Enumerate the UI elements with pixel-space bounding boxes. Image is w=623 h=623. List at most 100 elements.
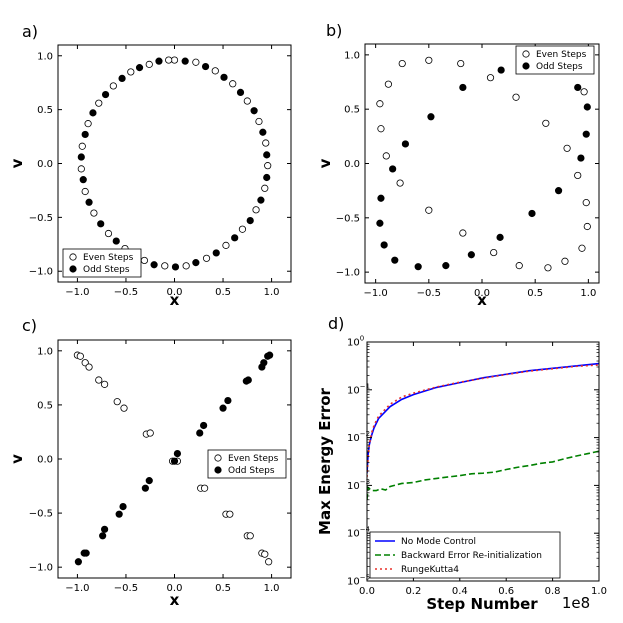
plot-frame xyxy=(366,341,600,582)
y-tick-label: 0.0 xyxy=(37,159,53,170)
odd-step-point xyxy=(427,113,435,121)
even-step-point xyxy=(81,187,89,196)
x-tick-label: 1.0 xyxy=(591,586,607,597)
even-step-point xyxy=(396,179,404,187)
x-tick-label: 0.4 xyxy=(452,586,468,597)
even-step-point xyxy=(583,222,591,231)
x-tick-label: 1.0 xyxy=(580,288,596,299)
y-tick-label: −0.5 xyxy=(29,213,53,224)
even-step-point xyxy=(226,510,234,518)
even-step-point xyxy=(398,59,406,68)
even-step-point xyxy=(238,225,247,233)
legend: Even Steps Odd Steps xyxy=(515,45,595,75)
odd-step-point xyxy=(79,176,87,184)
odd-step-point xyxy=(118,74,126,82)
even-step-point xyxy=(490,248,498,257)
odd-step-point xyxy=(171,263,180,271)
even-step-point xyxy=(109,82,117,90)
panel-c: c) −1.0 −0.5 0.0 0.5 1.0 −1.0 −0.5 0.0 0.5 1.0 x v Ev… xyxy=(8,316,292,609)
odd-step-point xyxy=(250,107,258,115)
even-step-point xyxy=(255,117,263,126)
legend-label: Backward Error Re-initialization xyxy=(401,551,542,561)
legend: No Mode Control Backward Error Re-initial… xyxy=(369,531,561,579)
x-tick-label: −0.5 xyxy=(417,288,441,299)
odd-step-point xyxy=(266,351,274,359)
y-tick-label: 1.0 xyxy=(344,50,360,61)
x-tick-label: 0.0 xyxy=(359,586,375,597)
even-step-point xyxy=(261,184,269,192)
even-step-point xyxy=(229,80,237,88)
x-axis-multiplier: 1e8 xyxy=(562,594,590,612)
x-tick-label: 0.0 xyxy=(474,288,490,299)
y-tick-label: 10−5 xyxy=(347,574,370,588)
x-axis-label: x xyxy=(477,291,487,309)
x-tick-label: −1.0 xyxy=(65,583,89,594)
x-tick-label: 0.0 xyxy=(167,287,183,298)
even-step-point xyxy=(580,88,588,96)
y-tick-label: 10−1 xyxy=(347,382,370,396)
odd-step-point xyxy=(155,57,163,65)
odd-step-point xyxy=(200,421,208,430)
odd-step-point xyxy=(85,198,93,206)
even-step-point xyxy=(76,352,84,360)
y-tick-label: 0.5 xyxy=(344,105,360,116)
even-step-point xyxy=(243,97,251,105)
even-step-point xyxy=(246,532,254,540)
series-line xyxy=(367,362,599,474)
legend-label: No Mode Control xyxy=(401,537,476,547)
y-tick-label: 1.0 xyxy=(37,51,53,62)
odd-step-point xyxy=(401,140,410,148)
even-step-point xyxy=(544,264,552,272)
even-step-point xyxy=(192,58,200,66)
x-axis-label: Step Number xyxy=(426,595,538,613)
odd-step-point xyxy=(82,549,90,557)
y-axis-label: Max Energy Error xyxy=(316,387,334,535)
even-step-point xyxy=(127,68,135,76)
even-step-point xyxy=(140,256,149,265)
even-step-point xyxy=(101,380,109,388)
legend-marker-odd xyxy=(214,466,222,474)
odd-step-point xyxy=(150,261,158,269)
plot-frame xyxy=(57,44,292,283)
x-tick-label: 0.5 xyxy=(215,287,231,298)
even-step-point xyxy=(200,484,209,492)
panel-label: c) xyxy=(22,316,37,335)
odd-step-point xyxy=(414,263,422,271)
odd-step-point xyxy=(496,233,504,241)
odd-step-point xyxy=(583,103,591,111)
odd-step-point xyxy=(170,457,179,465)
even-step-point xyxy=(578,244,586,252)
even-step-point xyxy=(113,398,121,406)
legend-box xyxy=(207,449,287,479)
odd-step-point xyxy=(391,256,399,264)
odd-step-point xyxy=(181,57,189,65)
panel-label: b) xyxy=(326,21,342,40)
odd-step-point xyxy=(554,187,563,195)
even-step-point xyxy=(211,67,219,75)
odd-step-point xyxy=(574,83,582,92)
x-tick-label: 1.0 xyxy=(264,583,280,594)
odd-step-point xyxy=(115,510,123,518)
odd-step-point xyxy=(231,234,239,242)
odd-step-point xyxy=(244,376,252,384)
even-step-point xyxy=(582,199,590,207)
odd-step-point xyxy=(263,151,271,159)
panel-d: d) 0.0 0.2 0.4 0.6 0.8 1.0 10−5 10−4 10−3 10−2 10−1… xyxy=(316,314,607,613)
odd-step-point xyxy=(212,249,220,257)
odd-step-point xyxy=(246,216,254,225)
even-step-point xyxy=(146,429,154,437)
y-tick-label: 10−2 xyxy=(347,430,370,444)
even-step-point xyxy=(182,262,190,270)
even-step-point xyxy=(84,120,92,128)
legend-label: Even Steps xyxy=(536,50,587,60)
odd-step-point xyxy=(192,259,200,267)
legend-box xyxy=(369,531,561,579)
even-step-point xyxy=(90,209,98,217)
x-axis-label: x xyxy=(170,291,180,309)
even-step-point xyxy=(85,363,93,371)
odd-step-point xyxy=(260,359,268,367)
even-step-point xyxy=(425,206,433,214)
legend: Even Steps Odd Steps xyxy=(62,248,142,278)
x-tick-label: 0.5 xyxy=(215,583,231,594)
x-tick-label: 1.0 xyxy=(264,287,280,298)
